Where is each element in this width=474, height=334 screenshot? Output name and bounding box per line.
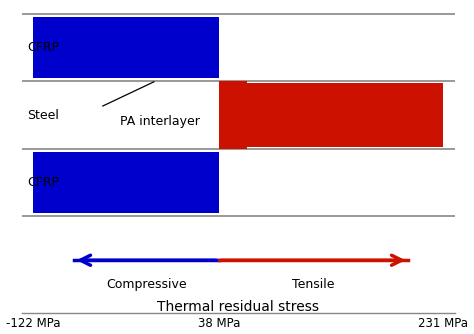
Text: Tensile: Tensile	[292, 278, 335, 291]
Text: CFRP: CFRP	[27, 41, 60, 54]
Bar	[219, 84, 443, 147]
Bar	[219, 81, 247, 89]
Text: Steel: Steel	[27, 109, 59, 122]
Text: CFRP: CFRP	[27, 176, 60, 189]
Bar	[219, 141, 247, 149]
Text: Thermal residual stress: Thermal residual stress	[157, 300, 319, 314]
Text: PA interlayer: PA interlayer	[120, 115, 200, 128]
Text: Compressive: Compressive	[106, 278, 187, 291]
Bar	[33, 152, 219, 213]
Bar	[33, 17, 219, 78]
